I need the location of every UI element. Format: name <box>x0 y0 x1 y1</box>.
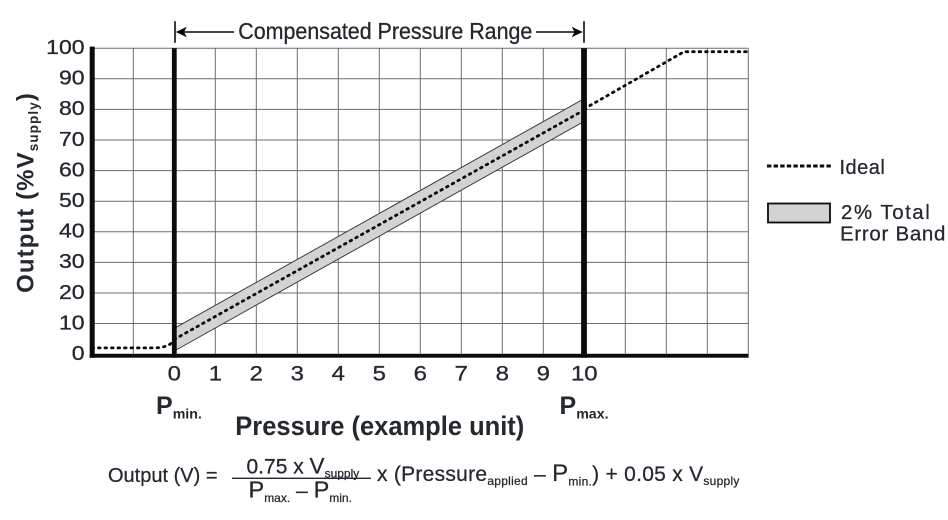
svg-text:10: 10 <box>59 311 85 334</box>
svg-text:90: 90 <box>59 66 85 89</box>
svg-text:3: 3 <box>291 362 304 385</box>
svg-text:70: 70 <box>59 127 85 150</box>
svg-text:x (Pressureapplied – Pmin.) +: x (Pressureapplied – Pmin.) + 0.05 x Vsu… <box>377 460 740 489</box>
svg-text:10: 10 <box>571 362 598 385</box>
svg-text:2: 2 <box>250 362 263 385</box>
svg-text:Ideal: Ideal <box>840 157 886 179</box>
svg-text:9: 9 <box>537 362 550 385</box>
svg-text:100: 100 <box>46 35 84 58</box>
svg-text:2% Total: 2% Total <box>841 201 931 224</box>
svg-text:1: 1 <box>209 362 222 385</box>
svg-text:6: 6 <box>414 362 427 385</box>
svg-text:Pressure (example unit): Pressure (example unit) <box>235 411 524 441</box>
svg-text:7: 7 <box>455 362 468 385</box>
svg-text:8: 8 <box>496 362 509 385</box>
svg-text:30: 30 <box>59 249 85 272</box>
svg-text:5: 5 <box>373 362 386 385</box>
svg-text:80: 80 <box>59 97 85 120</box>
svg-text:4: 4 <box>332 362 345 385</box>
svg-text:20: 20 <box>59 280 85 303</box>
svg-text:50: 50 <box>59 188 85 211</box>
svg-text:60: 60 <box>59 158 85 181</box>
svg-text:Pmin.: Pmin. <box>156 392 202 422</box>
svg-text:Compensated Pressure Range: Compensated Pressure Range <box>238 18 532 44</box>
svg-text:0: 0 <box>168 362 181 385</box>
svg-text:40: 40 <box>59 219 85 242</box>
svg-text:Output (V) =: Output (V) = <box>108 465 218 487</box>
svg-text:Error Band: Error Band <box>840 222 946 245</box>
svg-text:0: 0 <box>72 341 85 364</box>
